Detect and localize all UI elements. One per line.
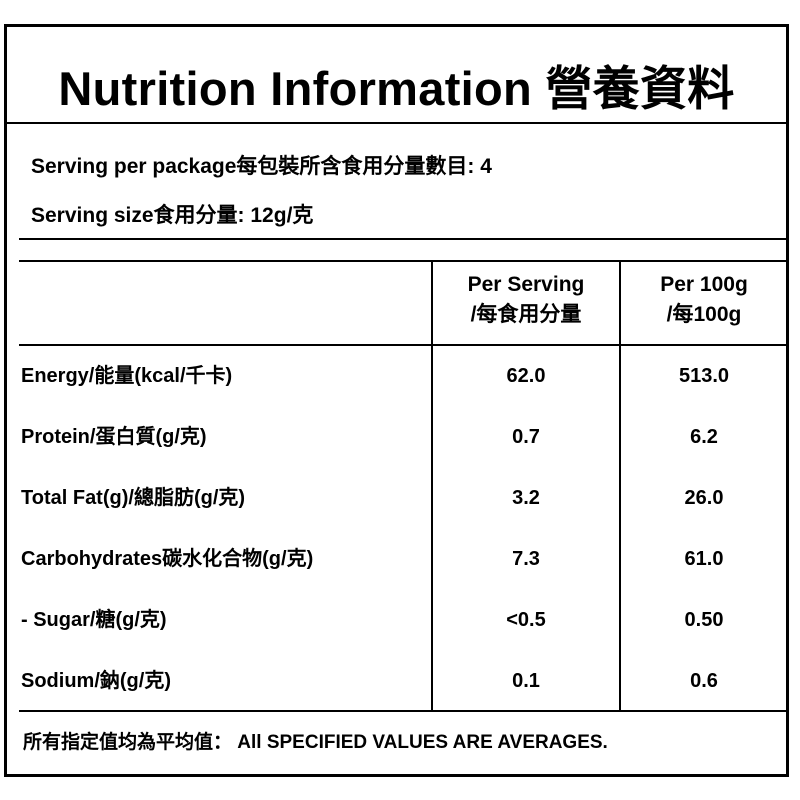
column-divider — [619, 262, 621, 710]
nutrition-table: Per Serving /每食用分量 Per 100g /每100g Energ… — [19, 238, 789, 712]
header-per-serving-line1: Per Serving — [467, 273, 585, 296]
per-100g-value: 0.6 — [690, 670, 718, 692]
table-row-protein: Protein/蛋白質(g/克) 0.7 6.2 — [19, 407, 787, 468]
header-per-100g-line2: /每100g — [666, 303, 742, 326]
nutrient-name: Energy/能量(kcal/千卡) — [21, 365, 233, 387]
per-serving-value: <0.5 — [506, 609, 546, 631]
per-serving-value: 0.1 — [512, 670, 540, 692]
serving-size: Serving size食用分量: 12g/克 — [31, 204, 314, 227]
header-per-100g-line1: Per 100g — [660, 273, 748, 296]
column-divider — [431, 262, 433, 710]
per-100g-value: 6.2 — [690, 426, 718, 448]
per-serving-value: 7.3 — [512, 548, 540, 570]
header-per-serving: Per Serving /每食用分量 — [433, 270, 619, 330]
table-row-sodium: Sodium/鈉(g/克) 0.1 0.6 — [19, 651, 787, 712]
nutrient-name: Sodium/鈉(g/克) — [21, 670, 171, 692]
nutrient-name: Carbohydrates碳水化合物(g/克) — [21, 548, 314, 570]
per-serving-value: 3.2 — [512, 487, 540, 509]
nutrition-label: Nutrition Information 營養資料 Serving per p… — [4, 24, 789, 777]
nutrient-name: Protein/蛋白質(g/克) — [21, 426, 207, 448]
header-per-serving-line2: /每食用分量 — [470, 303, 582, 326]
label-title: Nutrition Information 營養資料 — [7, 27, 786, 124]
table-row-sugar: - Sugar/糖(g/克) <0.5 0.50 — [19, 590, 787, 651]
serving-per-package: Serving per package每包裝所含食用分量數目: 4 — [31, 155, 492, 178]
table-row-total-fat: Total Fat(g)/總脂肪(g/克) 3.2 26.0 — [19, 468, 787, 529]
per-100g-value: 61.0 — [684, 548, 724, 570]
nutrient-name: Total Fat(g)/總脂肪(g/克) — [21, 487, 246, 509]
per-serving-value: 0.7 — [512, 426, 540, 448]
header-per-100g: Per 100g /每100g — [621, 270, 787, 330]
nutrient-name: - Sugar/糖(g/克) — [21, 609, 167, 631]
table-row-energy: Energy/能量(kcal/千卡) 62.0 513.0 — [19, 346, 787, 407]
per-serving-value: 62.0 — [506, 365, 546, 387]
table-header-row: Per Serving /每食用分量 Per 100g /每100g — [19, 262, 787, 346]
table-row-carbohydrates: Carbohydrates碳水化合物(g/克) 7.3 61.0 — [19, 529, 787, 590]
per-100g-value: 0.50 — [684, 609, 724, 631]
table-spacer-row — [19, 240, 787, 262]
averages-footnote: 所有指定值均為平均值： All SPECIFIED VALUES ARE AVE… — [23, 732, 608, 753]
per-100g-value: 513.0 — [678, 365, 730, 387]
per-100g-value: 26.0 — [684, 487, 724, 509]
